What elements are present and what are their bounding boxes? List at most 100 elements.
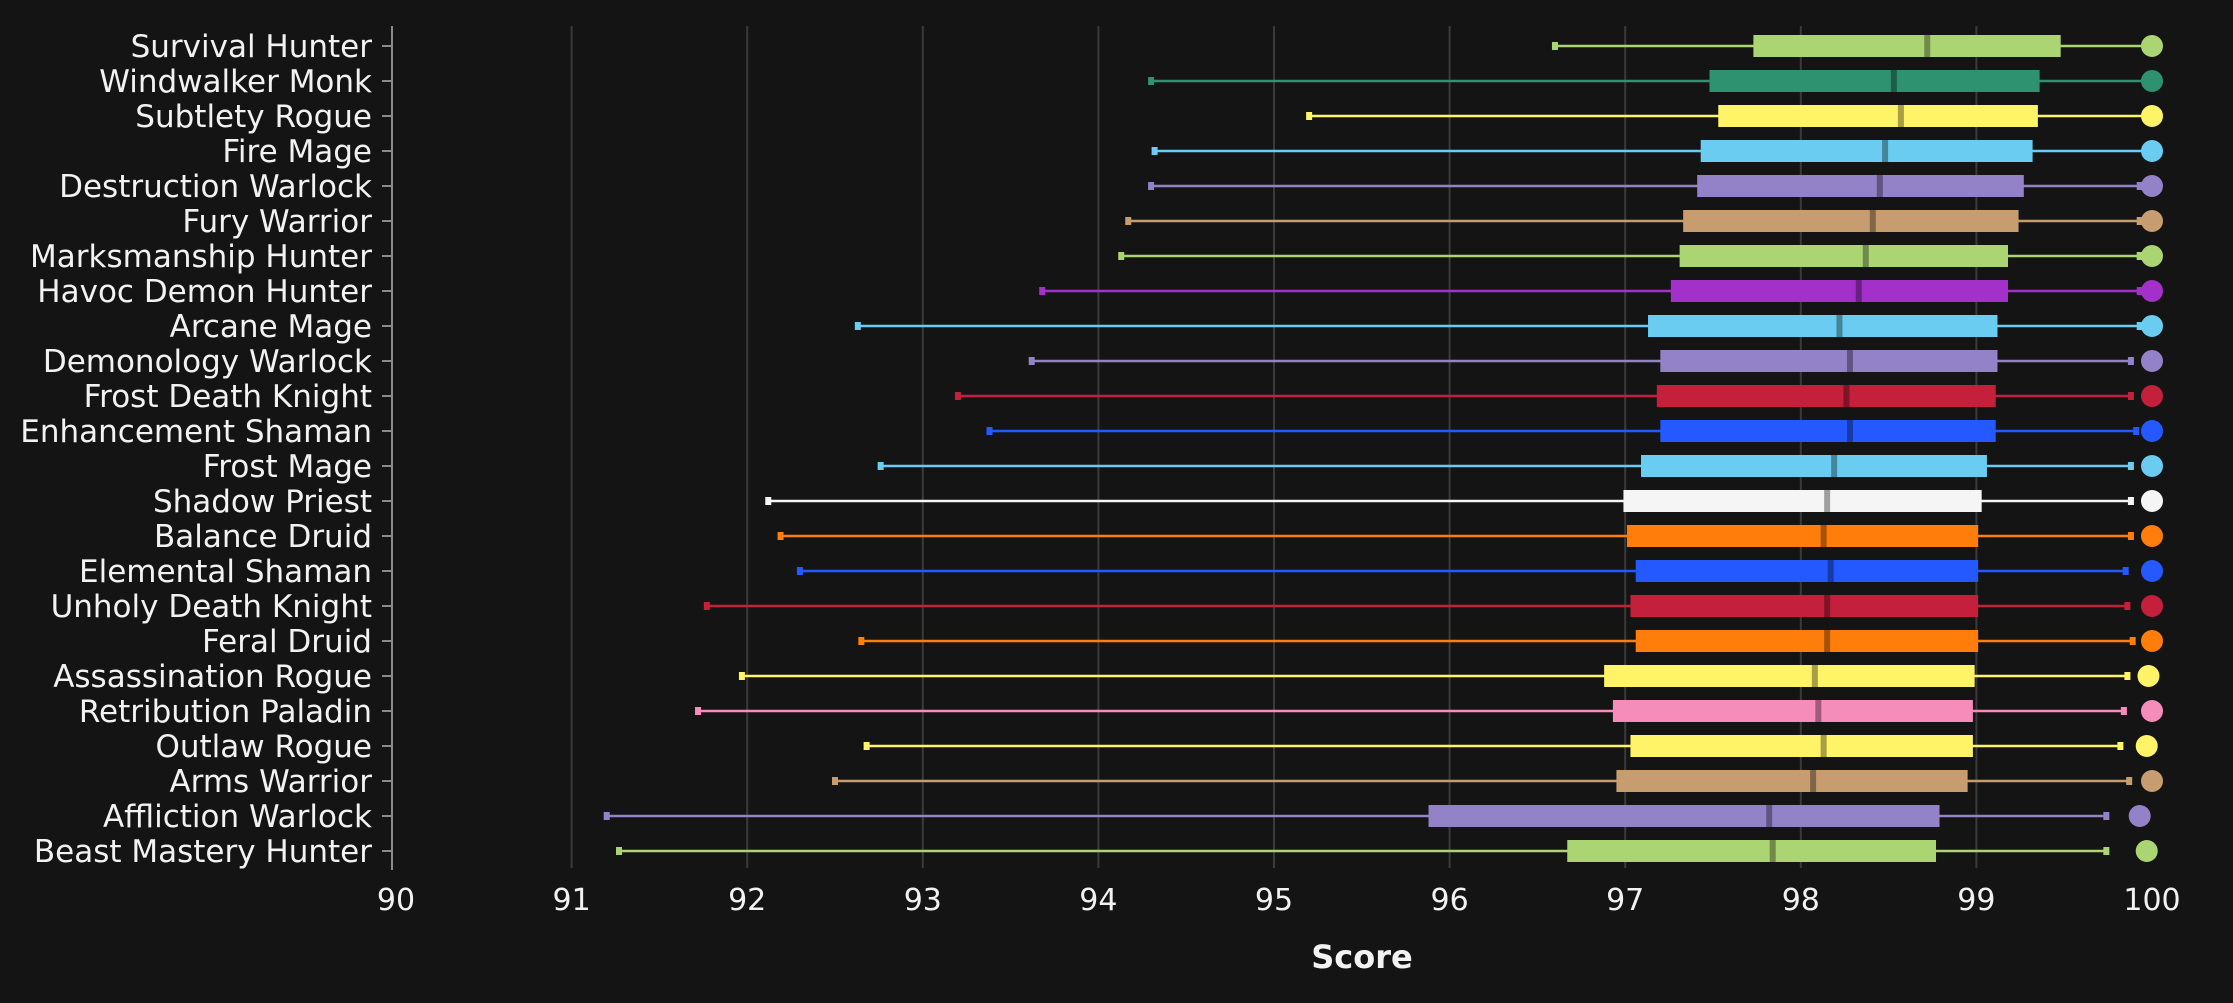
box-median (1897, 105, 1904, 127)
top-score-dot (2135, 840, 2158, 862)
box-row: Balance Druid (154, 519, 2163, 555)
whisker-min-cap (954, 392, 961, 400)
whisker-max-cap (2127, 392, 2134, 400)
y-tick-label: Destruction Warlock (59, 169, 372, 205)
top-score-dot (2141, 630, 2163, 652)
whisker-min-cap (986, 427, 993, 435)
whisker-min-cap (832, 777, 838, 785)
top-score-dot (2128, 805, 2151, 827)
top-score-dot (2135, 735, 2158, 757)
box-iqr (1683, 210, 2019, 232)
whisker-min-cap (1148, 182, 1155, 190)
box-row: Subtlety Rogue (135, 99, 2163, 135)
x-tick-label: 94 (1079, 883, 1117, 918)
box-row: Demonology Warlock (43, 344, 2163, 380)
top-score-dot (2141, 105, 2163, 127)
box-iqr (1626, 525, 1979, 547)
box-iqr (1630, 595, 1979, 617)
top-score-dot (2141, 490, 2163, 512)
box-median (1855, 280, 1862, 302)
y-tick-label: Elemental Shaman (79, 554, 372, 590)
y-tick-label: Retribution Paladin (79, 694, 372, 730)
top-score-dot (2141, 700, 2163, 722)
box-median (1820, 735, 1827, 757)
box-median (1769, 840, 1776, 862)
y-tick-label: Marksmanship Hunter (30, 239, 372, 275)
box-iqr (1648, 315, 1998, 337)
box-median (1836, 315, 1843, 337)
box-iqr (1612, 700, 1973, 722)
whisker-max-cap (2124, 602, 2131, 610)
box-median (1876, 175, 1883, 197)
box-row: Destruction Warlock (59, 169, 2163, 205)
y-tick-label: Arcane Mage (170, 309, 372, 345)
y-tick-label: Feral Druid (202, 624, 372, 660)
box-row: Enhancement Shaman (20, 414, 2163, 450)
box-iqr (1679, 245, 2009, 267)
y-tick-label: Shadow Priest (153, 484, 372, 520)
x-tick-label: 90 (377, 883, 415, 918)
whisker-max-cap (2136, 322, 2143, 330)
box-row: Survival Hunter (131, 29, 2163, 65)
box-median (1924, 35, 1931, 57)
whisker-max-cap (2136, 182, 2143, 190)
whisker-max-cap (2122, 567, 2129, 575)
whisker-max-cap (2127, 357, 2134, 365)
box-median (1815, 700, 1822, 722)
whisker-max-cap (2136, 217, 2143, 225)
box-iqr (1604, 665, 1975, 687)
whisker-max-cap (2127, 497, 2134, 505)
top-score-dot (2141, 350, 2163, 372)
top-score-dot (2141, 560, 2163, 582)
top-score-dot (2141, 280, 2163, 302)
box-iqr (1630, 735, 1973, 757)
box-row: Marksmanship Hunter (30, 239, 2163, 275)
box-row: Beast Mastery Hunter (34, 834, 2158, 870)
top-score-dot (2141, 385, 2163, 407)
whisker-min-cap (703, 602, 710, 610)
box-row: Affliction Warlock (103, 799, 2151, 835)
box-row: Feral Druid (202, 624, 2163, 660)
top-score-dot (2141, 210, 2163, 232)
box-iqr (1697, 175, 2024, 197)
x-tick-label: 96 (1431, 883, 1469, 918)
x-tick-label: 97 (1606, 883, 1644, 918)
top-score-dot (2137, 665, 2160, 687)
whisker-max-cap (2103, 812, 2110, 820)
box-row: Arms Warrior (169, 764, 2163, 800)
box-median (1843, 385, 1850, 407)
whisker-min-cap (854, 322, 861, 330)
whisker-min-cap (863, 742, 870, 750)
whisker-min-cap (695, 707, 702, 715)
whisker-max-cap (2103, 847, 2110, 855)
whisker-min-cap (777, 532, 784, 540)
box-row: Outlaw Rogue (155, 729, 2158, 765)
box-iqr (1660, 350, 1998, 372)
x-tick-label: 100 (2123, 883, 2180, 918)
top-score-dot (2141, 595, 2163, 617)
box-row: Unholy Death Knight (51, 589, 2163, 625)
whisker-max-cap (2133, 427, 2140, 435)
whisker-min-cap (616, 847, 623, 855)
box-iqr (1616, 770, 1968, 792)
box-row: Windwalker Monk (99, 64, 2163, 100)
whisker-min-cap (1118, 252, 1125, 260)
y-tick-label: Beast Mastery Hunter (34, 834, 372, 870)
whisker-min-cap (765, 497, 772, 505)
whisker-max-cap (2127, 532, 2134, 540)
top-score-dot (2141, 175, 2163, 197)
top-score-dot (2141, 315, 2163, 337)
y-tick-label: Balance Druid (154, 519, 372, 555)
box-median (1824, 490, 1831, 512)
top-score-dot (2141, 420, 2163, 442)
whisker-max-cap (2120, 707, 2127, 715)
whisker-max-cap (2129, 637, 2136, 645)
whisker-min-cap (1148, 77, 1155, 85)
x-tick-label: 98 (1782, 883, 1820, 918)
y-tick-label: Windwalker Monk (99, 64, 372, 100)
top-score-dot (2141, 525, 2163, 547)
y-tick-label: Affliction Warlock (103, 799, 372, 835)
x-tick-label: 91 (553, 883, 591, 918)
